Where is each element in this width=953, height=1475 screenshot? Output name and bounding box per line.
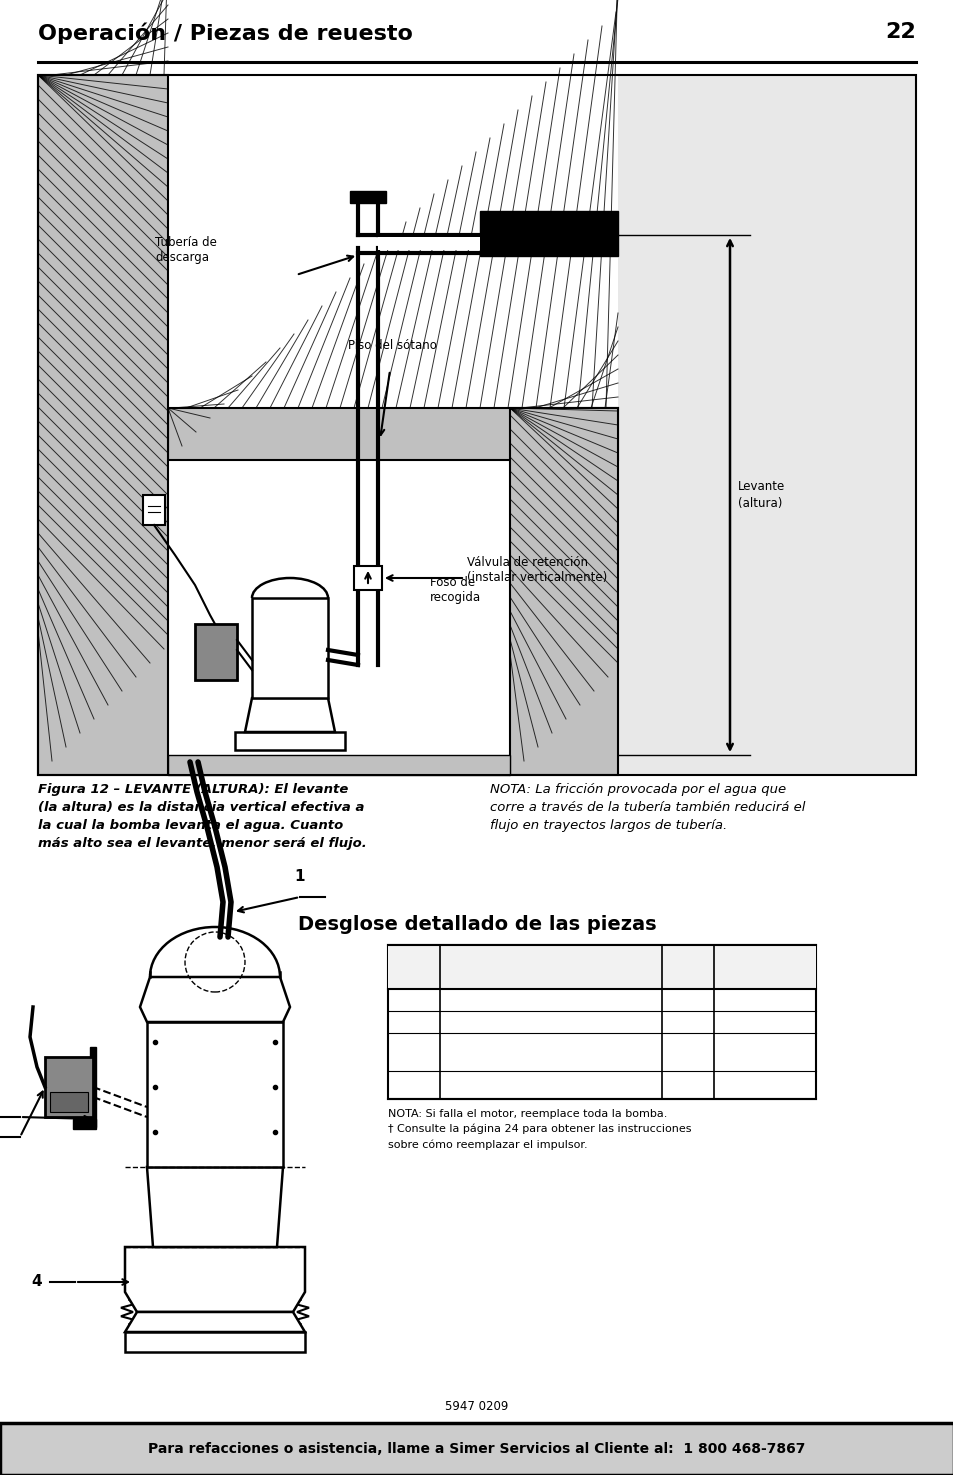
Text: Levante
(altura): Levante (altura) bbox=[738, 481, 784, 509]
Text: Válvula de retención
(instalar verticalmente): Válvula de retención (instalar verticalm… bbox=[467, 556, 607, 584]
Text: Figura 12 – LEVANTE (ALTURA): El levante
(la altura) es la distancia vertical ef: Figura 12 – LEVANTE (ALTURA): El levante… bbox=[38, 783, 366, 850]
Text: Operación / Piezas de reuesto: Operación / Piezas de reuesto bbox=[38, 22, 413, 43]
Text: No.: No. bbox=[402, 966, 425, 979]
Bar bbox=[354, 566, 381, 590]
Text: 5947 0209: 5947 0209 bbox=[445, 1400, 508, 1413]
Bar bbox=[38, 75, 915, 774]
Bar bbox=[50, 1092, 88, 1112]
Text: de la pieza: de la pieza bbox=[515, 966, 586, 979]
Text: 2: 2 bbox=[410, 1015, 417, 1028]
Bar bbox=[168, 755, 510, 774]
Text: Descripción: Descripción bbox=[512, 954, 589, 968]
Text: Unidad del interruptor
IntelliShield: Unidad del interruptor IntelliShield bbox=[485, 1038, 617, 1066]
Text: 4: 4 bbox=[410, 1078, 417, 1092]
Bar bbox=[234, 732, 345, 749]
Bar bbox=[618, 75, 915, 774]
Polygon shape bbox=[140, 976, 290, 1022]
Text: NOTA: La fricción provocada por el agua que
corre a través de la tubería también: NOTA: La fricción provocada por el agua … bbox=[490, 783, 804, 832]
Text: Foso de
recogida: Foso de recogida bbox=[430, 575, 480, 605]
Bar bbox=[510, 409, 618, 774]
Bar bbox=[0, 1423, 953, 1475]
Polygon shape bbox=[147, 1167, 283, 1246]
Bar bbox=[73, 1120, 96, 1128]
Text: NOTA: Si falla el motor, reemplace toda la bomba.: NOTA: Si falla el motor, reemplace toda … bbox=[388, 1109, 667, 1120]
Text: Clave: Clave bbox=[395, 954, 432, 968]
Text: Para refacciones o asistencia, llame a Simer Servicios al Cliente al:  1 800 468: Para refacciones o asistencia, llame a S… bbox=[148, 1443, 805, 1456]
Bar bbox=[252, 597, 328, 698]
Polygon shape bbox=[121, 1282, 309, 1342]
Bar bbox=[143, 496, 165, 525]
Bar bbox=[125, 1332, 305, 1353]
Text: Cant.: Cant. bbox=[670, 954, 705, 968]
Polygon shape bbox=[245, 698, 335, 732]
Bar bbox=[377, 237, 479, 249]
Bar bbox=[479, 211, 618, 257]
Text: † Consulte la página 24 para obtener las instrucciones: † Consulte la página 24 para obtener las… bbox=[388, 1124, 691, 1134]
Bar bbox=[147, 1022, 283, 1167]
Bar bbox=[90, 1047, 96, 1127]
Bar bbox=[350, 190, 386, 204]
Text: 1: 1 bbox=[683, 1015, 691, 1028]
Text: Tubería de
descarga: Tubería de descarga bbox=[154, 236, 216, 264]
Bar bbox=[38, 75, 618, 774]
Bar bbox=[45, 1058, 92, 1117]
Text: Impulsor†: Impulsor† bbox=[522, 1078, 579, 1092]
Text: PS17-1560: PS17-1560 bbox=[733, 1046, 796, 1059]
Text: 1: 1 bbox=[294, 869, 305, 884]
Bar bbox=[168, 409, 618, 460]
Bar bbox=[168, 460, 510, 774]
Text: 1: 1 bbox=[410, 994, 417, 1006]
Text: Soporte: Soporte bbox=[527, 1015, 574, 1028]
Bar bbox=[38, 75, 168, 774]
Text: PS5-22P: PS5-22P bbox=[740, 1078, 788, 1092]
Polygon shape bbox=[125, 1311, 305, 1332]
Polygon shape bbox=[125, 1246, 305, 1311]
Text: Piso del sótano: Piso del sótano bbox=[348, 339, 436, 353]
Text: PW17-281: PW17-281 bbox=[734, 994, 795, 1006]
Text: 3: 3 bbox=[410, 1046, 417, 1059]
Text: Desglose detallado de las piezas: Desglose detallado de las piezas bbox=[297, 914, 656, 934]
Text: 1: 1 bbox=[683, 1078, 691, 1092]
Text: sobre cómo reemplazar el impulsor.: sobre cómo reemplazar el impulsor. bbox=[388, 1139, 587, 1149]
Text: PS19-102: PS19-102 bbox=[736, 1015, 792, 1028]
Bar bbox=[388, 945, 815, 990]
Text: 1: 1 bbox=[683, 994, 691, 1006]
Text: 22: 22 bbox=[884, 22, 915, 41]
Text: Unidad del cordón eléctrico: Unidad del cordón eléctrico bbox=[470, 994, 632, 1006]
Text: 4: 4 bbox=[31, 1274, 42, 1289]
Bar bbox=[388, 945, 815, 1099]
Text: 1: 1 bbox=[683, 1046, 691, 1059]
Bar bbox=[194, 624, 236, 680]
